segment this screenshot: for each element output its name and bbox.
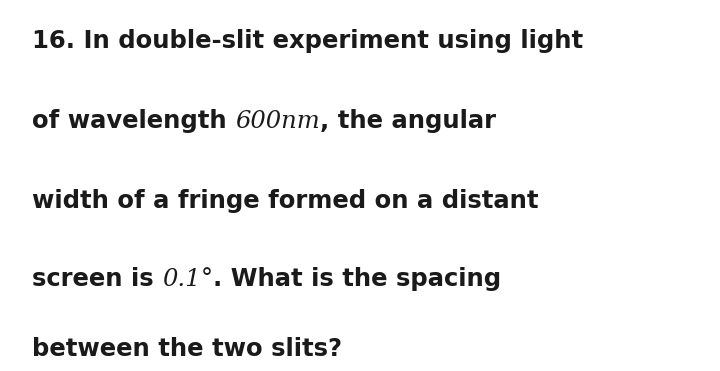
Text: of wavelength: of wavelength — [32, 109, 235, 133]
Text: °: ° — [201, 267, 213, 290]
Text: . What is the spacing: . What is the spacing — [213, 267, 501, 290]
Text: 600nm: 600nm — [235, 110, 320, 133]
Text: width of a fringe formed on a distant: width of a fringe formed on a distant — [32, 189, 539, 213]
Text: 0.1: 0.1 — [163, 267, 201, 290]
Text: between the two slits?: between the two slits? — [32, 337, 343, 361]
Text: screen is: screen is — [32, 267, 163, 290]
Text: 16. In double-slit experiment using light: 16. In double-slit experiment using ligh… — [32, 29, 583, 53]
Text: , the angular: , the angular — [320, 109, 496, 133]
